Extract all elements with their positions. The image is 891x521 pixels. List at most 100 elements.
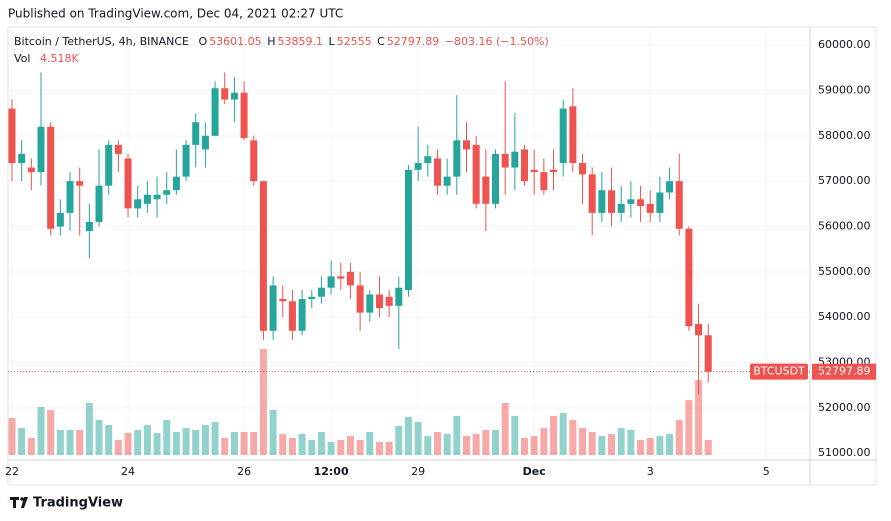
legend-h: H bbox=[267, 35, 276, 48]
candle-body bbox=[637, 199, 645, 207]
candle-body bbox=[356, 285, 364, 313]
candle-body bbox=[617, 203, 625, 213]
volume-bar bbox=[443, 434, 451, 455]
price-badge bbox=[812, 363, 876, 380]
candle-body bbox=[230, 92, 238, 100]
x-tick-label: 26 bbox=[237, 465, 251, 478]
volume-bar bbox=[240, 432, 248, 455]
candle-body bbox=[250, 140, 258, 182]
volume-bar bbox=[511, 416, 519, 455]
symbol-label: BTCUSDT bbox=[753, 365, 805, 378]
volume-bar bbox=[395, 426, 403, 455]
volume-bar bbox=[95, 420, 103, 455]
volume-bar bbox=[56, 430, 64, 455]
candle-body bbox=[492, 153, 499, 204]
candle-body bbox=[540, 172, 548, 191]
candle-body bbox=[666, 181, 674, 193]
volume-bar bbox=[143, 425, 151, 455]
legend-l: L bbox=[328, 35, 335, 48]
plot bbox=[8, 72, 712, 455]
volume-bar bbox=[172, 432, 180, 455]
volume-bar bbox=[414, 422, 422, 455]
candle-body bbox=[37, 126, 45, 173]
volume-bar bbox=[685, 400, 693, 455]
volume-bar bbox=[482, 430, 490, 455]
volume-bar bbox=[666, 434, 674, 455]
candle-body bbox=[279, 299, 287, 302]
volume-bar bbox=[453, 416, 461, 455]
x-tick-label: 24 bbox=[121, 465, 135, 478]
candle-body bbox=[501, 153, 509, 168]
volume-bar bbox=[288, 438, 296, 455]
volume-bar bbox=[114, 440, 122, 455]
volume-bar bbox=[192, 430, 200, 455]
y-tick-label: 55000.00 bbox=[818, 265, 871, 278]
candle-body bbox=[433, 158, 441, 186]
volume-bar bbox=[559, 413, 567, 455]
legend-title: Bitcoin / TetherUS, 4h, BINANCE bbox=[14, 35, 190, 48]
volume-bar bbox=[18, 428, 26, 455]
volume-bar bbox=[66, 430, 74, 455]
candle-body bbox=[269, 285, 277, 331]
candle-body bbox=[472, 144, 480, 204]
candle-body bbox=[608, 190, 616, 213]
volume-bar bbox=[105, 425, 113, 455]
candle-body bbox=[579, 163, 587, 175]
legend-vol-row: Vol 4.518K bbox=[14, 52, 81, 65]
volume-bar bbox=[695, 380, 703, 455]
candle-body bbox=[56, 212, 64, 227]
volume-bar bbox=[530, 436, 538, 455]
candle-body bbox=[337, 276, 345, 279]
y-tick-label: 58000.00 bbox=[818, 129, 871, 142]
candle-body bbox=[656, 192, 664, 213]
volume-bar bbox=[327, 442, 335, 455]
volume-bar bbox=[550, 416, 558, 455]
volume-bar bbox=[250, 432, 258, 455]
volume-bar bbox=[637, 440, 645, 455]
volume-bar bbox=[608, 434, 616, 455]
candle-body bbox=[482, 176, 490, 204]
candle-body bbox=[66, 181, 74, 213]
candle-body bbox=[134, 199, 142, 209]
volume-bar bbox=[182, 428, 190, 455]
candle-body bbox=[114, 144, 122, 154]
candle-body bbox=[646, 203, 654, 213]
legend-open: 53601.05 bbox=[209, 35, 262, 48]
volume-bar bbox=[308, 440, 316, 455]
candle-body bbox=[404, 169, 412, 290]
candle-body bbox=[47, 126, 55, 229]
volume-bar bbox=[346, 436, 354, 455]
volume-bar bbox=[588, 432, 596, 455]
volume-bar bbox=[85, 403, 93, 455]
x-tick-label: 12:00 bbox=[314, 465, 349, 478]
y-tick-label: 52000.00 bbox=[818, 401, 871, 414]
volume-bar bbox=[356, 440, 364, 455]
candle-body bbox=[588, 174, 596, 213]
candle-body bbox=[298, 299, 306, 331]
candle-body bbox=[550, 169, 558, 173]
x-tick-label: 29 bbox=[411, 465, 425, 478]
candle-body bbox=[182, 144, 190, 177]
candle-body bbox=[414, 163, 422, 170]
volume-bar bbox=[8, 418, 16, 455]
candle-body bbox=[308, 296, 316, 300]
volume-bar bbox=[492, 430, 499, 455]
legend-close: 52797.89 bbox=[386, 35, 440, 48]
candle-body bbox=[675, 181, 683, 229]
candle-body bbox=[163, 190, 171, 195]
volume-bar bbox=[540, 428, 548, 455]
candle-body bbox=[695, 323, 703, 336]
volume-bar bbox=[656, 436, 664, 455]
candle-body bbox=[143, 194, 151, 204]
legend-vol: Vol bbox=[14, 52, 31, 65]
volume-bar bbox=[646, 438, 654, 455]
candle-body bbox=[153, 194, 161, 200]
legend-row: Bitcoin / TetherUS, 4h, BINANCE O 53601.0… bbox=[14, 35, 551, 48]
volume-bar bbox=[424, 436, 432, 455]
candle-body bbox=[443, 176, 451, 186]
candle-body bbox=[511, 151, 519, 168]
volume-bar bbox=[472, 434, 480, 455]
candle-body bbox=[327, 276, 335, 288]
candle-body bbox=[27, 167, 35, 173]
symbol-badge bbox=[750, 363, 808, 380]
